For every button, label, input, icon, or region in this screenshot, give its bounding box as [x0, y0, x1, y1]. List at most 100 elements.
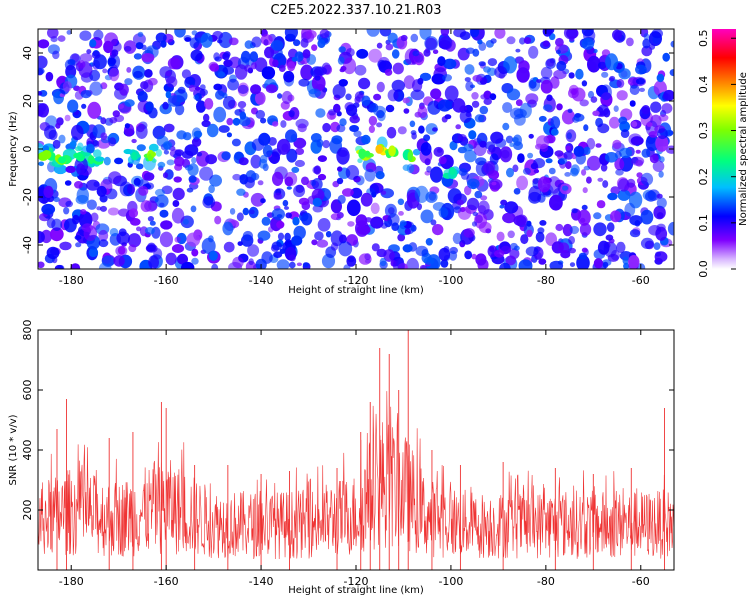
- heatmap-cell: [316, 239, 329, 248]
- heatmap-cell: [86, 49, 92, 55]
- y-tick-label: -20: [21, 188, 34, 206]
- heatmap-cell: [257, 230, 271, 241]
- heatmap-cell: [88, 248, 99, 258]
- heatmap-cell: [63, 207, 70, 215]
- heatmap-cell: [612, 139, 622, 150]
- heatmap-cell: [145, 101, 154, 112]
- heatmap-cell: [135, 124, 148, 139]
- heatmap-cell: [375, 171, 385, 180]
- heatmap-cell: [38, 39, 50, 49]
- heatmap-cell: [86, 143, 95, 154]
- heatmap-cell: [429, 166, 443, 183]
- heatmap-cell: [385, 104, 395, 113]
- heatmap-cell: [605, 234, 614, 241]
- heatmap-cell: [293, 39, 301, 47]
- heatmap-cell: [433, 146, 444, 157]
- heatmap-cell: [590, 96, 598, 103]
- heatmap-cell: [468, 130, 477, 140]
- heatmap-cell: [520, 234, 529, 245]
- heatmap-cell: [629, 84, 640, 95]
- heatmap-cell: [640, 237, 654, 249]
- heatmap-cell: [67, 59, 76, 66]
- colorbar-ticks: 0.0 0.1 0.2 0.3 0.4 0.5: [697, 29, 736, 278]
- heatmap-cell: [148, 143, 159, 152]
- heatmap-cell: [629, 229, 641, 238]
- heatmap-cell: [533, 169, 540, 174]
- heatmap-cell: [575, 68, 584, 80]
- heatmap-cell: [300, 38, 309, 48]
- heatmap-cell: [443, 58, 457, 70]
- heatmap-cell: [81, 103, 87, 109]
- colorbar-gradient: [712, 29, 736, 269]
- heatmap-cell: [74, 235, 82, 241]
- heatmap-cell: [64, 114, 71, 122]
- heatmap-cell: [425, 238, 433, 246]
- heatmap-cell: [41, 198, 48, 205]
- heatmap-cell: [417, 77, 424, 85]
- heatmap-cell: [209, 174, 223, 187]
- heatmap-cell: [347, 221, 355, 227]
- snr-panel: -180 -160 -140 -120 -100 -80 -60 200400600800 …: [8, 320, 675, 596]
- heatmap-cell: [260, 198, 266, 204]
- heatmap-cell: [477, 200, 490, 215]
- heatmap-cell: [387, 89, 399, 102]
- heatmap-cell: [312, 197, 322, 207]
- heatmap-cell: [346, 199, 361, 217]
- heatmap-cell: [272, 171, 284, 186]
- heatmap-cell: [257, 180, 264, 186]
- heatmap-cell: [536, 135, 549, 150]
- heatmap-cell: [118, 104, 124, 109]
- heatmap-cell: [127, 233, 142, 248]
- heatmap-cell: [536, 79, 542, 83]
- heatmap-cell: [376, 81, 385, 93]
- heatmap-cell: [181, 261, 195, 269]
- heatmap-cell: [65, 64, 77, 79]
- heatmap-cell: [251, 61, 257, 70]
- heatmap-cell: [540, 79, 553, 94]
- heatmap-cell: [615, 169, 624, 176]
- heatmap-cell: [229, 208, 236, 215]
- heatmap-cell: [200, 32, 213, 48]
- heatmap-cell: [494, 66, 508, 79]
- heatmap-cell: [558, 157, 568, 165]
- heatmap-cell: [525, 246, 539, 257]
- heatmap-cell: [430, 88, 442, 100]
- heatmap-cell: [149, 220, 156, 226]
- heatmap-cell: [523, 37, 532, 44]
- heatmap-cell: [93, 149, 102, 159]
- heatmap-cell: [77, 60, 86, 69]
- heatmap-cell: [144, 227, 155, 235]
- heatmap-cell: [649, 154, 659, 164]
- heatmap-cell: [406, 257, 419, 269]
- heatmap-cell: [456, 199, 464, 206]
- heatmap-cell: [264, 46, 275, 59]
- heatmap-cell: [338, 234, 347, 244]
- heatmap-cell: [487, 67, 497, 77]
- heatmap-cell: [571, 208, 578, 214]
- heatmap-cell: [282, 199, 289, 207]
- x-tick-label: -180: [59, 575, 84, 588]
- heatmap-cell: [312, 166, 321, 174]
- heatmap-cell: [133, 70, 143, 79]
- heatmap-cell: [373, 93, 382, 101]
- heatmap-cell: [545, 158, 553, 164]
- heatmap-cell: [455, 124, 462, 130]
- heatmap-cell: [58, 134, 66, 144]
- heatmap-cell: [556, 60, 567, 71]
- heatmap-cell: [406, 163, 415, 174]
- heatmap-cell: [361, 95, 371, 107]
- heatmap-cell: [587, 90, 595, 99]
- heatmap-cell: [96, 185, 107, 197]
- heatmap-cell: [223, 59, 233, 68]
- heatmap-cell: [100, 117, 107, 125]
- heatmap-cell: [564, 172, 571, 177]
- heatmap-cell: [641, 105, 651, 115]
- heatmap-cell: [41, 203, 56, 215]
- heatmap-cell: [553, 69, 567, 80]
- heatmap-cell: [489, 93, 497, 101]
- heatmap-cell: [57, 264, 65, 269]
- heatmap-cell: [499, 262, 511, 269]
- heatmap-cell: [602, 261, 609, 269]
- heatmap-cell: [438, 156, 447, 165]
- heatmap-cell: [38, 103, 49, 118]
